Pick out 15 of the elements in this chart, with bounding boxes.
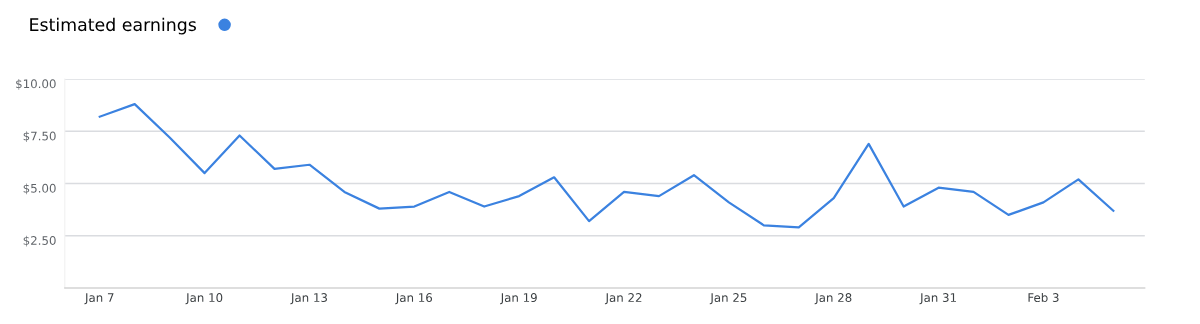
x-tick-label: Jan 22: [604, 293, 642, 305]
x-tick-label: Jan 16: [395, 293, 433, 305]
x-tick-label: Jan 28: [814, 293, 852, 305]
y-tick-label: $7.50: [23, 131, 56, 143]
x-tick-label: Jan 31: [919, 293, 956, 305]
x-tick-label: Jan 7: [84, 293, 114, 305]
x-tick-label: Feb 3: [1028, 292, 1059, 303]
x-tick-label: Jan 19: [500, 293, 537, 305]
y-tick-label: $2.50: [23, 235, 56, 247]
legend-label: Estimated earnings: [30, 17, 196, 35]
y-tick-label: $5.00: [23, 183, 56, 195]
y-tick-label: $10.00: [16, 79, 56, 90]
x-tick-label: Jan 10: [185, 293, 223, 305]
x-tick-label: Jan 25: [709, 293, 747, 305]
x-tick-label: Jan 13: [290, 293, 327, 305]
